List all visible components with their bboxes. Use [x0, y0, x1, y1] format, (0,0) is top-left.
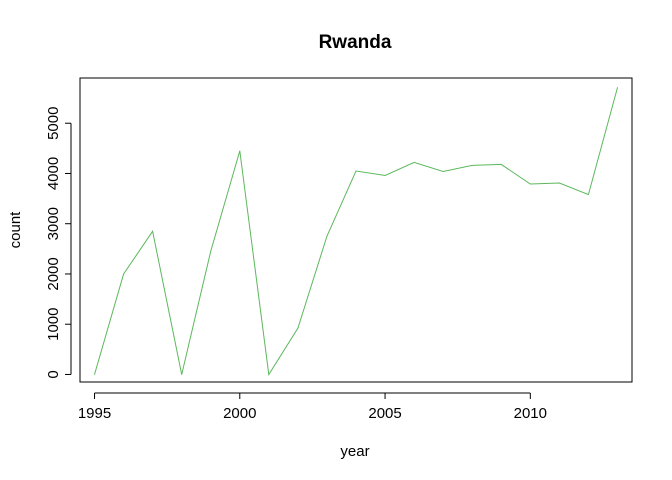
- data-point: [588, 194, 589, 196]
- data-point: [123, 273, 124, 275]
- x-tick-label: 2010: [514, 405, 547, 422]
- x-tick-label: 1995: [78, 405, 111, 422]
- data-point: [152, 230, 154, 232]
- y-tick-label: 1000: [45, 308, 62, 341]
- data-point: [181, 374, 183, 375]
- data-point: [297, 327, 299, 329]
- data-point: [413, 162, 415, 163]
- data-point: [442, 171, 444, 172]
- x-tick-label: 2000: [223, 405, 256, 422]
- y-tick-label: 5000: [45, 107, 62, 140]
- x-tick-label: 2005: [368, 405, 401, 422]
- data-point: [384, 175, 386, 176]
- x-axis-label: year: [340, 443, 369, 460]
- data-point: [471, 165, 473, 166]
- y-tick-label: 3000: [45, 207, 62, 240]
- chart-title: Rwanda: [319, 32, 392, 53]
- data-point: [94, 374, 95, 375]
- data-point: [239, 150, 241, 152]
- y-tick-label: 4000: [45, 157, 62, 190]
- y-tick-label: 0: [45, 370, 62, 378]
- data-point: [529, 183, 531, 185]
- data-point: [268, 374, 270, 375]
- y-axis: 0 1000 2000 3000 4000 5000: [45, 107, 72, 379]
- data-point: [617, 87, 618, 88]
- data-point: [326, 235, 328, 237]
- x-axis: 1995 2000 2005 2010: [78, 392, 547, 422]
- plot-frame: [79, 77, 633, 383]
- y-tick-label: 2000: [45, 257, 62, 290]
- data-point: [559, 182, 560, 184]
- data-point: [355, 170, 357, 172]
- series-layer: [94, 87, 618, 376]
- y-axis-label: count: [7, 211, 24, 249]
- data-point: [500, 164, 502, 165]
- series-line: [94, 87, 618, 376]
- data-point: [210, 251, 212, 252]
